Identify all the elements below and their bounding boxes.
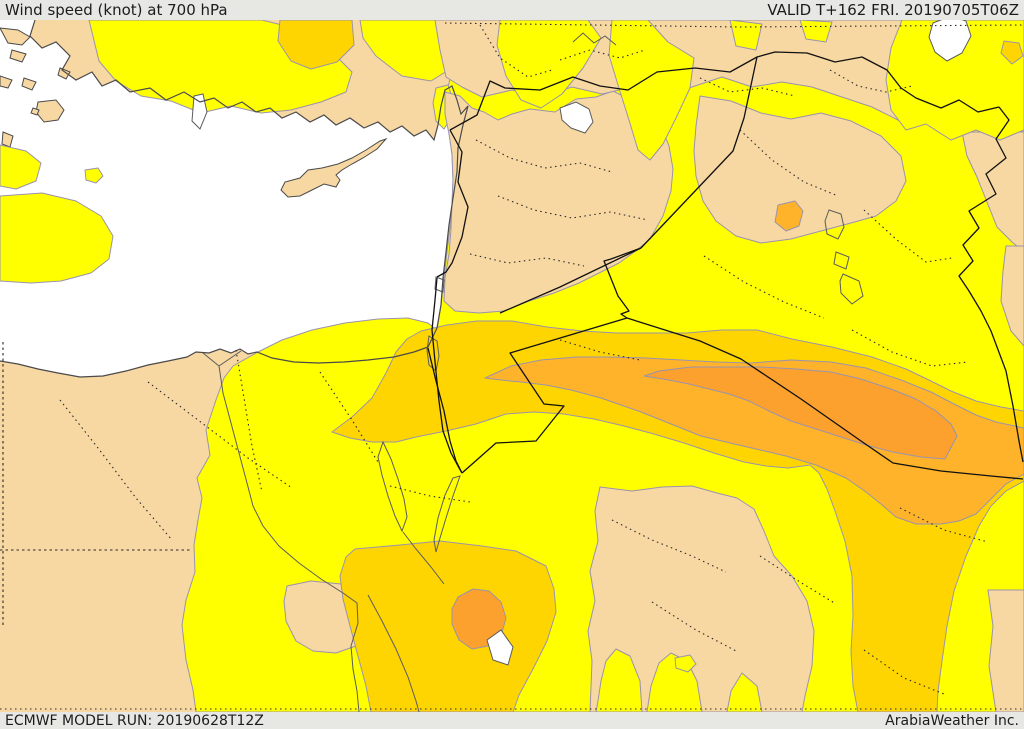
lake-van xyxy=(928,20,972,62)
tan-patch-se-corner xyxy=(987,589,1024,712)
valid-time-label: VALID T+162 FRI. 20190705T06Z xyxy=(767,0,1019,19)
yellow-patch-saudi-oval xyxy=(674,654,697,673)
top-title-bar: Wind speed (knot) at 700 hPa VALID T+162… xyxy=(0,0,1024,20)
gulf-of-suez xyxy=(377,440,408,533)
gold-contour-sinai-redsea xyxy=(339,540,557,712)
amber-contour-small-ellipse xyxy=(774,200,804,232)
lebanon-syria-border xyxy=(436,129,469,278)
nile-river xyxy=(218,365,360,712)
tan-patch-north-iraq xyxy=(693,95,907,244)
egypt-israel-border xyxy=(427,347,463,474)
lake-habbaniyah xyxy=(833,251,850,270)
orange-contour-core xyxy=(643,366,958,460)
jordan-iraq-border xyxy=(603,247,642,319)
tan-patch-nw-iran xyxy=(961,131,1024,253)
yellow-patch-small-a xyxy=(729,20,763,51)
yellow-contour-sea-blob xyxy=(0,192,114,284)
dashed-borders xyxy=(0,342,190,628)
ataturk-reservoir xyxy=(572,32,617,46)
red-sea-wedge xyxy=(486,629,514,666)
gulf-of-aqaba xyxy=(433,475,461,553)
wind-speed-contour-map xyxy=(0,20,1024,712)
mediterranean-sea xyxy=(0,20,468,377)
cyprus-island xyxy=(280,137,388,198)
branding-label: ArabiaWeather Inc. xyxy=(885,712,1019,729)
yellow-patch-border-tongue xyxy=(608,20,695,161)
lake-razzaza xyxy=(839,273,864,305)
syria-iraq-border xyxy=(640,56,758,249)
iraq-saudi-border xyxy=(626,317,1024,480)
lake-egirdir xyxy=(191,93,208,130)
model-run-label: ECMWF MODEL RUN: 20190628T12Z xyxy=(5,712,264,729)
yellow-patch-van-region xyxy=(885,20,1024,141)
coastline xyxy=(0,20,469,378)
lake-assad xyxy=(559,101,594,134)
tan-patch-nw-saudi xyxy=(587,485,815,712)
lakes-white xyxy=(191,20,972,666)
country-borders xyxy=(427,51,1024,480)
admin-boundaries-dotted xyxy=(0,22,1024,710)
syria-jordan-border xyxy=(499,247,642,314)
tan-patch-east-edge xyxy=(1000,245,1024,347)
gold-contour-west-turkey xyxy=(277,20,355,70)
wind-contour-fills xyxy=(0,20,1024,712)
yellow-contour-sea-sliver xyxy=(0,144,42,190)
nile-delta-branch-west xyxy=(202,352,220,367)
yellow-contour-sea-dot xyxy=(84,167,104,184)
red-sea-coast-north xyxy=(402,531,445,585)
aegean-islands xyxy=(0,27,71,148)
red-sea-coast-african xyxy=(367,594,420,712)
yellow-patch-se-turkey xyxy=(496,20,602,109)
water-outlines xyxy=(202,32,864,712)
yellow-patch-small-b xyxy=(799,20,833,43)
map-title: Wind speed (knot) at 700 hPa xyxy=(5,0,228,19)
nile-delta-branch-east xyxy=(218,350,242,367)
iraq-iran-border xyxy=(958,106,1024,463)
jordan-saudi-border xyxy=(461,317,628,474)
lake-tharthar xyxy=(824,209,845,240)
bottom-credit-bar: ECMWF MODEL RUN: 20190628T12Z ArabiaWeat… xyxy=(0,712,1024,729)
gold-contour-ne-ellipse xyxy=(1000,40,1024,65)
